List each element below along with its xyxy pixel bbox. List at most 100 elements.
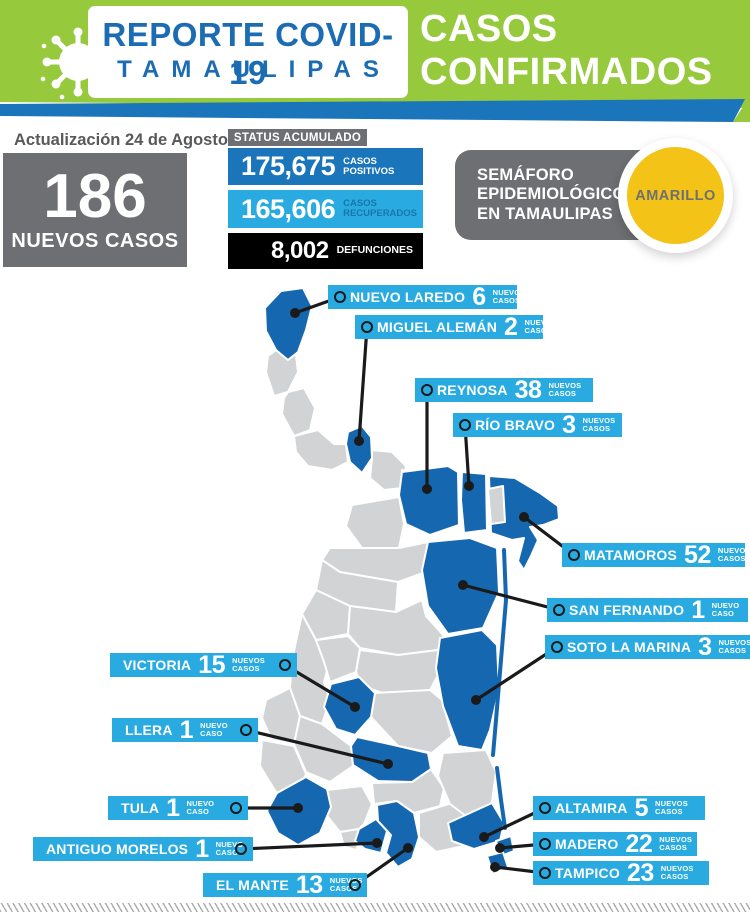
city-count: 3 — [562, 411, 576, 439]
city-unit: NUEVOS CASOS — [492, 287, 526, 305]
city-unit: NUEVOS CASOS — [655, 798, 688, 816]
header-white-badge — [88, 6, 408, 98]
city-unit: NUEVOS CASOS — [660, 863, 694, 881]
new-cases-panel: 186 NUEVOS CASOS — [3, 153, 187, 267]
city-count: 6 — [472, 283, 486, 311]
positive-cases-label: CASOS POSITIVOS — [343, 155, 395, 177]
map-dots — [290, 308, 529, 872]
city-name: LLERA — [125, 722, 173, 738]
city-name: SOTO LA MARINA — [567, 639, 692, 655]
semaforo-line1: SEMÁFORO — [477, 165, 574, 184]
city-name: MIGUEL ALEMÁN — [377, 319, 498, 335]
recovered-cases-bar: 165,606 CASOS RECUPERADOS — [228, 190, 423, 228]
municipality-region — [370, 689, 453, 754]
connector-ring — [539, 802, 551, 814]
connector-ring — [568, 549, 580, 561]
city-label-san-fernando: SAN FERNANDO 1 NUEVO CASO — [547, 596, 748, 624]
city-name: TULA — [121, 800, 160, 816]
city-unit: NUEVO CASO — [200, 720, 228, 738]
city-label-antiguo-morelos: ANTIGUO MORELOS 1 NUEVO CASO — [33, 837, 253, 862]
deaths-bar: 8,002 DEFUNCIONES — [228, 233, 423, 269]
city-unit: NUEVOS CASOS — [329, 875, 363, 893]
municipality-victoria — [323, 676, 376, 736]
city-unit: NUEVOS CASOS — [548, 380, 582, 398]
city-count: 1 — [166, 794, 180, 822]
municipality-soto-la-marina — [435, 629, 500, 751]
new-cases-count: 186 — [43, 162, 147, 231]
confirmed-cases-line2: CONFIRMADOS — [420, 51, 713, 93]
city-name: ALTAMIRA — [555, 800, 628, 816]
connector-ring — [551, 641, 563, 653]
city-count: 1 — [179, 716, 194, 744]
city-unit: NUEVO CASO — [215, 839, 244, 857]
city-unit: NUEVOS CASOS — [717, 545, 750, 563]
new-cases-label: NUEVOS CASOS — [11, 230, 179, 252]
municipality-region — [265, 349, 299, 397]
city-label-altamira: ALTAMIRA 5 NUEVOS CASOS — [533, 796, 705, 821]
confirmed-cases-title: CASOS CONFIRMADOS — [420, 8, 740, 94]
update-date-label: Actualización 24 de Agosto de 2022 — [14, 131, 294, 149]
city-unit: NUEVOS CASOS — [524, 317, 558, 335]
city-unit: NUEVOS CASOS — [232, 655, 265, 673]
municipality-region — [281, 387, 316, 437]
header-blue-stripe — [0, 99, 745, 122]
recovered-cases-label: CASOS RECUPERADOS — [343, 198, 418, 219]
city-name: VICTORIA — [123, 657, 192, 673]
city-count: 52 — [684, 541, 711, 569]
status-acumulado-title: STATUS ACUMULADO — [228, 129, 367, 146]
city-label-victoria: VICTORIA 15 NUEVOS CASOS — [110, 653, 297, 678]
city-label-matamoros: MATAMOROS 52 NUEVOS CASOS — [562, 541, 750, 569]
city-name: MATAMOROS — [584, 547, 678, 563]
city-label-soto-la-marina: SOTO LA MARINA 3 NUEVOS CASOS — [545, 635, 750, 660]
city-count: 22 — [625, 830, 653, 858]
municipality-region — [345, 496, 405, 549]
city-label-madero: MADERO 22 NUEVOS CASOS — [533, 830, 697, 858]
city-name: SAN FERNANDO — [569, 602, 685, 618]
connector-ring — [539, 838, 551, 850]
municipality-miguel-aleman — [345, 425, 373, 474]
city-name: NUEVO LAREDO — [350, 289, 466, 305]
coastal-barrier-strip — [491, 548, 508, 830]
connector-ring — [361, 321, 373, 333]
municipality-llera — [350, 736, 432, 783]
recovered-cases-value: 165,606 — [241, 193, 336, 224]
connector-ring — [230, 802, 242, 814]
city-name: RÍO BRAVO — [475, 417, 556, 433]
deaths-label: DEFUNCIONES — [336, 244, 413, 257]
connector-ring — [349, 879, 361, 891]
city-label-el-mante: EL MANTE 13 NUEVOS CASOS — [203, 871, 367, 899]
city-count: 13 — [295, 871, 323, 899]
municipality-reynosa — [398, 465, 460, 536]
report-title: REPORTE COVID-19 — [102, 16, 394, 91]
semaforo-status-text: AMARILLO — [635, 187, 716, 204]
header-green-corner — [733, 96, 750, 122]
city-label-reynosa: REYNOSA 38 NUEVOS CASOS — [415, 378, 593, 403]
header-banner — [0, 0, 750, 122]
confirmed-cases-line1: CASOS — [420, 8, 558, 50]
deaths-value: 8,002 — [271, 237, 329, 264]
semaforo-line3: EN TAMAULIPAS — [477, 204, 613, 223]
municipality-matamoros — [488, 475, 560, 571]
city-count: 23 — [626, 859, 654, 887]
municipality-region — [369, 449, 407, 491]
municipality-region — [293, 429, 349, 471]
city-unit: NUEVOS CASOS — [659, 834, 693, 852]
city-name: EL MANTE — [216, 877, 289, 893]
connector-ring — [553, 604, 565, 616]
city-label-tampico: TAMPICO 23 NUEVOS CASOS — [533, 859, 709, 887]
city-unit: NUEVOS CASOS — [718, 637, 750, 655]
city-label-tula: TULA 1 NUEVO CASO — [108, 794, 248, 822]
connector-ring — [334, 291, 346, 303]
city-count: 1 — [691, 596, 705, 624]
city-label-miguel-aleman: MIGUEL ALEMÁN 2 NUEVOS CASOS — [355, 315, 557, 340]
city-label-llera: LLERA 1 NUEVO CASO — [112, 716, 258, 744]
connector-ring — [421, 384, 433, 396]
city-label-nuevo-laredo: NUEVO LAREDO 6 NUEVOS CASOS — [328, 283, 525, 311]
connector-ring — [539, 867, 551, 879]
virus-icon — [40, 27, 105, 100]
city-unit: NUEVO CASO — [711, 600, 740, 618]
city-name: TAMPICO — [555, 865, 620, 881]
municipality-region — [487, 485, 506, 525]
